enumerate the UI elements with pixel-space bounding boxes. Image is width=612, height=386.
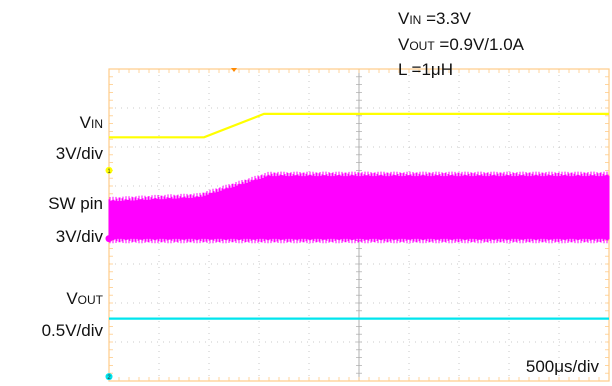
- vin-scale-label: 3V/div: [56, 144, 104, 163]
- vin-channel-label: VIN: [80, 113, 103, 132]
- vout-condition: VOUT =0.9V/1.0A: [398, 35, 525, 54]
- channel-1-marker-dot: [105, 166, 113, 174]
- vin-condition: VIN =3.3V: [398, 9, 472, 28]
- channel-2-marker-dot: [105, 373, 113, 381]
- vout-scale-label: 0.5V/div: [42, 321, 104, 340]
- vin-trace: [109, 112, 609, 139]
- timebase-label: 500μs/div: [526, 357, 600, 376]
- sw-ground-marker: [105, 235, 113, 243]
- scope-traces: [108, 112, 610, 320]
- trigger-marker: [231, 68, 237, 72]
- channel-markers: 12: [105, 68, 237, 381]
- channel-2-marker-text: 2: [107, 375, 111, 381]
- sw-pin-switching: [108, 171, 610, 244]
- sw-scale-label: 3V/div: [56, 227, 104, 246]
- inductor-condition: L =1μH: [398, 60, 453, 79]
- sw-channel-label: SW pin: [48, 194, 103, 213]
- channel-1-marker-text: 1: [107, 169, 111, 175]
- vout-channel-label: VOUT: [66, 289, 103, 308]
